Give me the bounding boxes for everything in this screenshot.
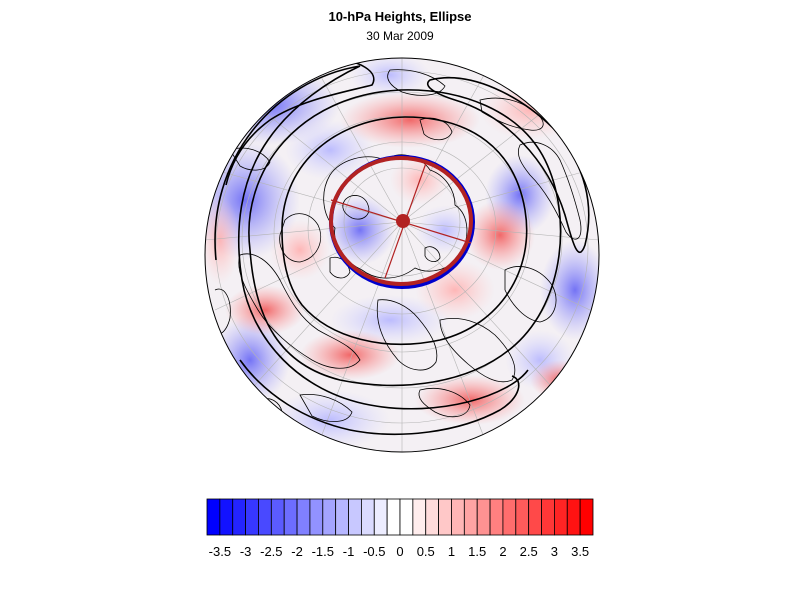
colorbar-tick-label: -3.5 [209, 544, 231, 559]
colorbar-box [270, 498, 285, 536]
colorbar-box [386, 498, 401, 536]
colorbar-tick-label: -1 [343, 544, 355, 559]
colorbar-box [373, 498, 388, 536]
colorbar-tick-label: -3 [240, 544, 252, 559]
colorbar-box [399, 498, 414, 536]
colorbar-box [554, 498, 568, 536]
colorbar-tick-label: 3.5 [571, 544, 589, 559]
colorbar-box [206, 498, 221, 536]
map-title: 10-hPa Heights, Ellipse [328, 9, 472, 24]
colorbar-box [219, 498, 234, 536]
colorbar-labels: -3.5 -3 -2.5 -2 -1.5 -1 -0.5 0 0.5 1 1.5 2 2.5 3 3.5 [209, 544, 590, 559]
colorbar-box [258, 498, 272, 536]
ellipse-center-marker [396, 214, 410, 228]
colorbar-tick-label: 0 [396, 544, 403, 559]
colorbar-box [541, 498, 555, 536]
globe-boundary [204, 57, 600, 453]
colorbar-box [335, 498, 349, 536]
colorbar-box [451, 498, 465, 536]
colorbar-box [232, 498, 247, 536]
colorbar-box [476, 498, 491, 536]
colorbar-tick-label: -2 [291, 544, 303, 559]
colorbar-box [502, 498, 517, 536]
colorbar-box [579, 498, 594, 536]
colorbar-box [489, 498, 504, 536]
ellipse-red-ring [329, 156, 473, 286]
colorbar-box [322, 498, 337, 536]
colorbar-tick-label: 0.5 [417, 544, 435, 559]
colorbar-tick-label: 2.5 [520, 544, 538, 559]
colorbar-box [348, 498, 362, 536]
colorbar-tick-label: 1.5 [468, 544, 486, 559]
colorbar-box [566, 498, 581, 536]
height-contours [214, 58, 590, 436]
polar-height-anomaly-map [204, 57, 600, 453]
colorbar-tick-label: -2.5 [260, 544, 282, 559]
colorbar-box [245, 498, 259, 536]
colorbar-box [309, 498, 324, 536]
colorbar-boxes [206, 498, 594, 536]
colorbar-box [296, 498, 311, 536]
colorbar-tick-label: 1 [448, 544, 455, 559]
colorbar-tick-label: 2 [499, 544, 506, 559]
colorbar-box [283, 498, 298, 536]
colorbar-box [412, 498, 427, 536]
colorbar-box [425, 498, 440, 536]
colorbar-tick-label: -0.5 [363, 544, 385, 559]
colorbar-box [463, 498, 478, 536]
colorbar-tick-label: 3 [551, 544, 558, 559]
colorbar-box [438, 498, 452, 536]
colorbar-box [360, 498, 375, 536]
colorbar-box [528, 498, 542, 536]
map-date-subtitle: 30 Mar 2009 [366, 29, 434, 43]
colorbar-tick-label: -1.5 [312, 544, 334, 559]
colorbar-box [515, 498, 530, 536]
vortex-ellipse [329, 155, 475, 289]
